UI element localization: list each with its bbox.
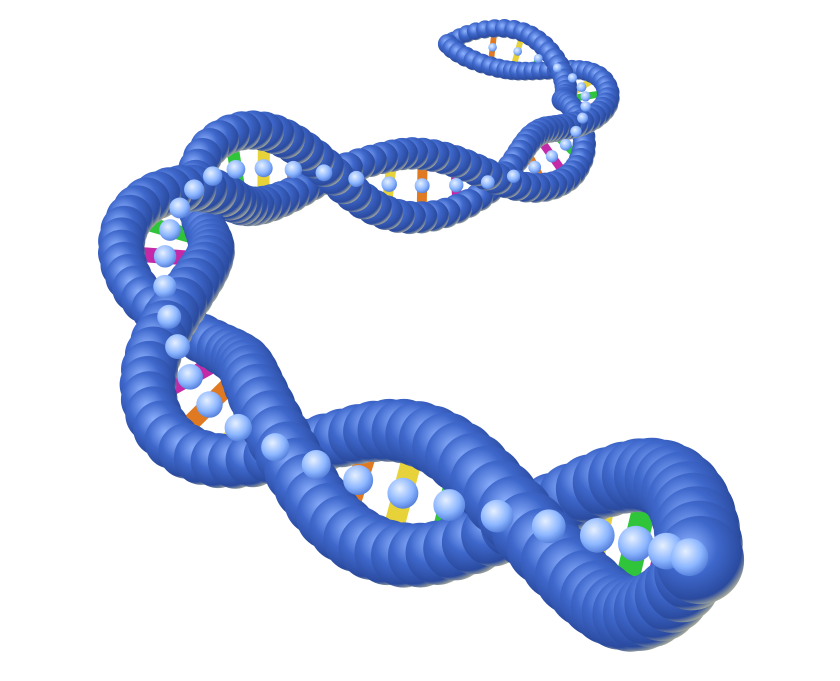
rung-joint <box>196 391 223 418</box>
rung-joint <box>576 82 587 93</box>
rung-joint <box>579 518 615 553</box>
rung-joint <box>202 166 223 186</box>
rung-joint <box>153 245 177 268</box>
rung-joint <box>177 363 203 390</box>
rung-joint <box>513 46 523 56</box>
rung-joint <box>670 538 709 577</box>
rung-joint <box>315 164 333 182</box>
rung-joint <box>387 477 419 509</box>
rung-joint <box>552 63 563 73</box>
rung-joint <box>381 176 397 192</box>
rung-joint <box>567 73 578 83</box>
rung-joint <box>184 179 205 200</box>
rung-joint <box>226 159 246 179</box>
rung-joint <box>301 450 331 480</box>
rung-joint <box>545 150 559 163</box>
rung-joint <box>343 465 374 496</box>
rung-joint <box>580 91 591 102</box>
rung-joint <box>157 304 182 329</box>
rung-joint <box>480 499 514 533</box>
rung-joint <box>414 178 430 194</box>
rung-joint <box>224 413 252 442</box>
rung-joint <box>169 197 191 219</box>
rung-joint <box>531 509 566 544</box>
rung-joint <box>577 112 589 124</box>
rung-joint <box>480 175 495 190</box>
rung-joint <box>559 138 572 151</box>
rung-joint <box>570 125 582 138</box>
rung-joint <box>348 170 365 187</box>
rung-joint <box>533 53 543 63</box>
rung-joint <box>449 177 464 193</box>
rung-joints <box>153 43 709 577</box>
rung-joint <box>261 433 290 462</box>
rung-joint <box>153 274 177 299</box>
rung-joint <box>159 219 181 241</box>
rung-joint <box>254 159 273 178</box>
rung-joint <box>506 169 521 183</box>
rung-joint <box>165 334 190 359</box>
rung-joint <box>528 160 542 174</box>
rung-joint <box>433 489 466 521</box>
rung-joint <box>580 101 591 112</box>
rung-joint <box>617 525 654 562</box>
rung-joint <box>488 43 497 52</box>
rung-joint <box>284 160 303 179</box>
